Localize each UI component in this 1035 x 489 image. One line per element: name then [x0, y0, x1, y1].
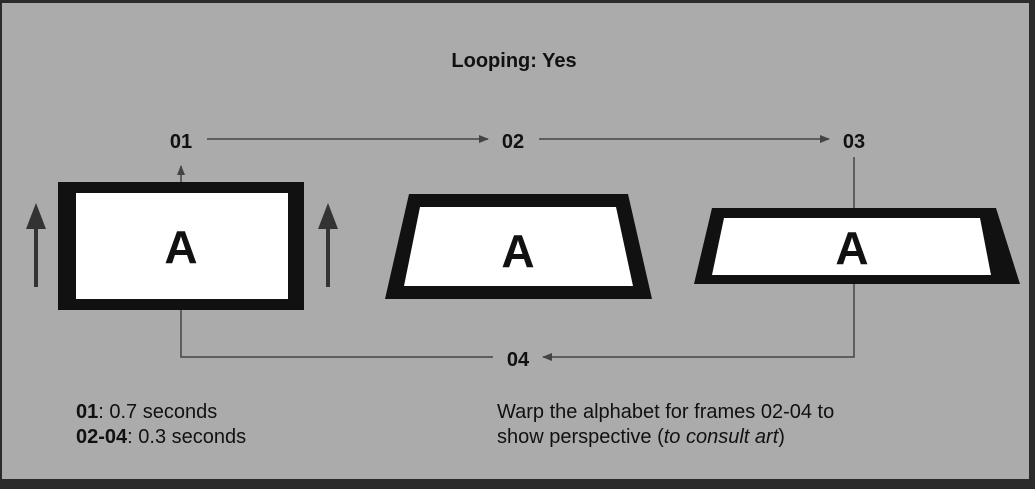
timing-key-02-04: 02-04: [76, 426, 128, 448]
instruction-line-2-italic: to consult art: [663, 426, 779, 448]
arrow-03-to-04: [542, 283, 855, 361]
frame-02: [385, 194, 652, 299]
instruction-line-2-prefix: show perspective (: [497, 426, 664, 448]
up-arrow-left-icon: [26, 203, 46, 287]
timing-value-01: : 0.7 seconds: [98, 401, 218, 423]
up-arrow-right-icon: [318, 203, 338, 287]
instruction-line-1: Warp the alphabet for frames 02-04 to: [497, 401, 835, 423]
frame-01: [58, 182, 304, 310]
timing-row-02-04: 02-04: 0.3 seconds: [76, 425, 246, 450]
timing-key-01: 01: [76, 401, 99, 423]
frame-01-letter: A: [164, 221, 197, 273]
timing-value-02-04: : 0.3 seconds: [127, 426, 247, 448]
frame-03-letter: A: [835, 222, 868, 274]
timing-row-01: 01: 0.7 seconds: [76, 400, 246, 425]
frame-03: [694, 208, 1020, 284]
frame-label-02: 02: [502, 131, 524, 153]
looping-title: Looping: Yes: [451, 50, 576, 72]
instruction-line-2: show perspective (to consult art): [497, 425, 834, 450]
instruction-line-2-suffix: ): [778, 426, 785, 448]
instruction-note: Warp the alphabet for frames 02-04 to sh…: [497, 400, 834, 450]
connector-04-to-01: [180, 309, 493, 358]
diagram-canvas: Looping: Yes 01 02 03 04 A A A 01: 0.7 s…: [0, 0, 1031, 481]
animation-flow-diagram: Looping: Yes 01 02 03 04 A A A: [26, 50, 1020, 371]
frame-02-letter: A: [501, 225, 534, 277]
frame-label-01: 01: [170, 131, 192, 153]
frame-label-04: 04: [507, 349, 530, 371]
frame-label-03: 03: [843, 131, 865, 153]
timing-notes: 01: 0.7 seconds 02-04: 0.3 seconds: [76, 400, 246, 450]
